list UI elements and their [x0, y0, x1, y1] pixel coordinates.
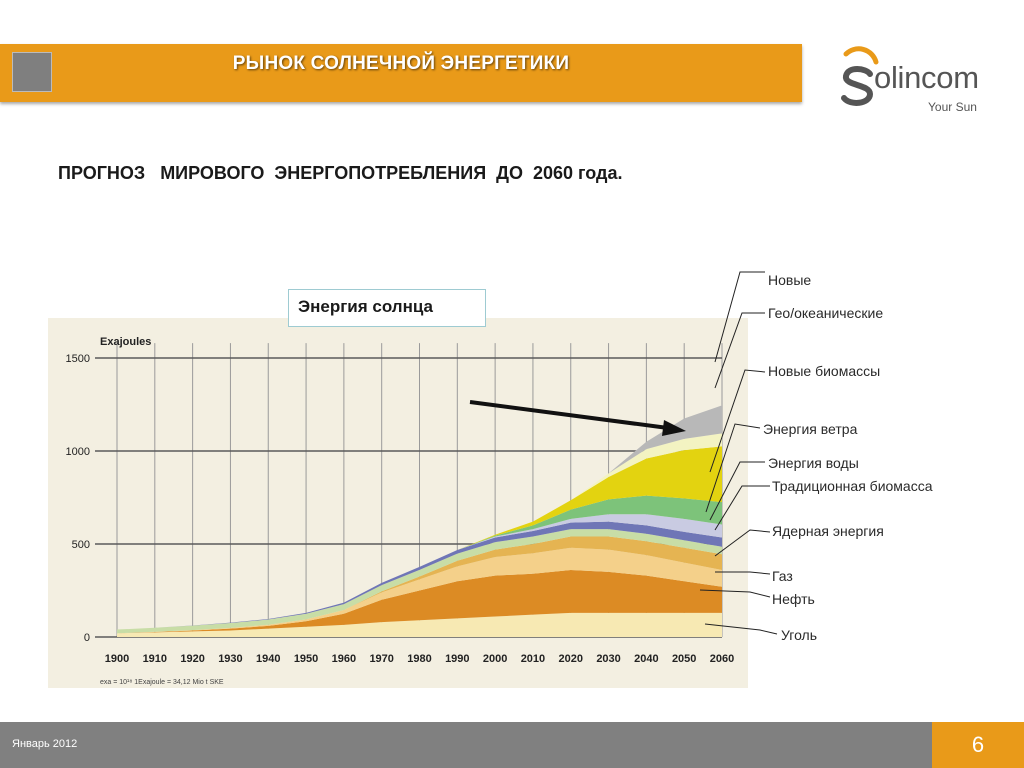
legend-leader-line	[709, 369, 766, 473]
x-tick-label: 2040	[634, 653, 658, 665]
x-tick-label: 1980	[407, 653, 431, 665]
legend-label: Традиционная биомасса	[772, 478, 933, 494]
x-tick-label: 1970	[369, 653, 393, 665]
header-bar	[0, 44, 802, 102]
footer-bar	[0, 722, 932, 768]
y-tick-label: 1500	[66, 353, 90, 365]
legend-label: Гео/океанические	[768, 305, 883, 321]
area-гео-океанические	[117, 433, 722, 630]
area-уголь	[117, 612, 722, 637]
legend-label: Нефть	[772, 591, 815, 607]
area-энергия-ветра	[117, 514, 722, 630]
x-tick-label: 2030	[596, 653, 620, 665]
page-number-box	[932, 722, 1024, 768]
legend-label: Газ	[772, 568, 793, 584]
area-энергия-воды	[117, 521, 722, 630]
y-axis-label: Exajoules	[100, 336, 151, 348]
x-tick-label: 2000	[483, 653, 507, 665]
legend-leader-line	[714, 271, 765, 363]
solincom-logo: olincom Your Sun	[836, 44, 1006, 114]
legend-label: Уголь	[781, 627, 817, 643]
legend-leader-line	[699, 589, 771, 598]
legend-label: Новые	[768, 272, 811, 288]
slide-subtitle: ПРОГНОЗ МИРОВОГО ЭНЕРГОПОТРЕБЛЕНИЯ ДО 20…	[58, 163, 623, 183]
chart-footnote: exa = 10¹⁸ 1Exajoule = 34,12 Mio t SKE	[100, 679, 224, 686]
logo-tagline: Your Sun	[928, 100, 977, 114]
x-tick-label: 1930	[218, 653, 242, 665]
slide-title: РЫНОК СОЛНЕЧНОЙ ЭНЕРГЕТИКИ	[232, 53, 570, 74]
legend-leader-line	[714, 485, 770, 531]
legend-leader-line	[709, 461, 765, 521]
y-tick-label: 1000	[66, 446, 90, 458]
legend-leader-line	[715, 571, 771, 575]
x-tick-label: 2060	[710, 653, 734, 665]
y-tick-label: 500	[72, 539, 90, 551]
callout-solar: Энергия солнца	[288, 289, 486, 327]
area-нефть	[117, 570, 722, 634]
x-tick-label: 1920	[180, 653, 204, 665]
page-number: 6	[971, 732, 985, 757]
logo-s-icon	[841, 46, 879, 106]
area-ядерная-энергия	[117, 536, 722, 634]
x-tick-label: 1910	[143, 653, 167, 665]
legend-label: Новые биомассы	[768, 363, 880, 379]
x-tick-label: 1990	[445, 653, 469, 665]
legend-leader-line	[714, 529, 771, 557]
area-новые-биомассы	[117, 495, 722, 630]
logo-text: olincom	[874, 60, 979, 95]
footer-date: Январь 2012	[12, 738, 78, 750]
x-tick-label: 2050	[672, 653, 696, 665]
legend-leader-line	[714, 312, 765, 389]
callout-arrow	[469, 400, 669, 430]
x-tick-label: 1940	[256, 653, 280, 665]
x-tick-label: 1950	[294, 653, 318, 665]
x-tick-label: 1960	[332, 653, 356, 665]
x-tick-label: 1900	[105, 653, 129, 665]
y-tick-label: 0	[84, 632, 90, 644]
area-традиционная-биомасса	[117, 529, 722, 634]
legend-label: Энергия воды	[768, 455, 859, 471]
legend-leader-line	[704, 623, 778, 635]
legend-label: Энергия ветра	[763, 421, 858, 437]
legend-leader-line	[705, 423, 761, 513]
legend-label: Ядерная энергия	[772, 523, 884, 539]
x-tick-label: 2020	[559, 653, 583, 665]
header-square-icon	[12, 52, 52, 92]
x-tick-label: 2010	[521, 653, 545, 665]
area-газ	[117, 547, 722, 634]
area-энергия-солнца	[117, 446, 722, 630]
callout-arrow-head	[662, 420, 686, 436]
